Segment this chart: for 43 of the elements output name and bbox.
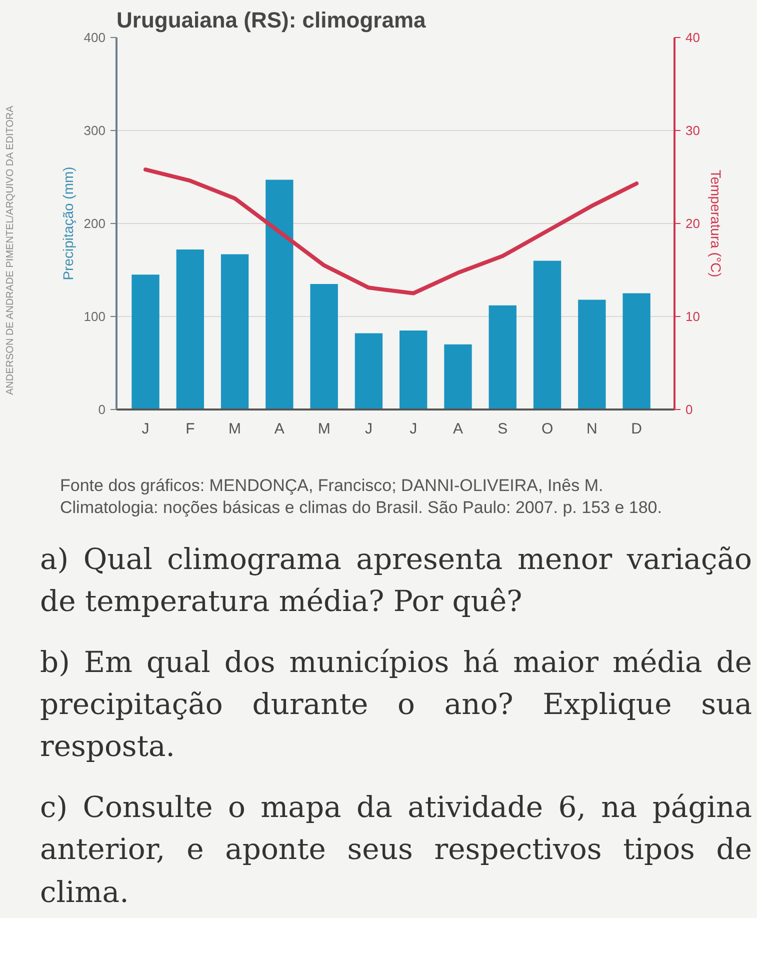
text: c) Consulte o mapa da atividade 6, na página anterior, e aponte seus respectivos tipos de clima. (40, 789, 752, 911)
y-tick-label: 200 (84, 216, 106, 231)
bar (176, 250, 204, 410)
x-tick-label: M (318, 420, 330, 438)
x-tick-label: S (498, 420, 508, 438)
bar (622, 293, 650, 410)
bar (578, 300, 606, 410)
y2-tick-label: 40 (686, 30, 700, 45)
bar (488, 305, 516, 410)
x-tick-label: D (631, 420, 642, 438)
x-tick-label: A (274, 420, 284, 438)
x-tick-label: N (586, 420, 598, 438)
x-tick-label: J (410, 420, 418, 438)
y-axis-title: Precipitação (mm) (60, 166, 76, 280)
y2-tick-label: 0 (686, 402, 693, 417)
x-tick-label: O (541, 420, 554, 438)
bar (533, 260, 562, 410)
bar (444, 344, 472, 410)
chart-title: Uruguaiana (RS): climograma (116, 8, 427, 32)
x-tick-label: M (228, 420, 242, 438)
x-tick-label: A (452, 420, 464, 438)
bar (354, 333, 383, 410)
y-tick-label: 400 (84, 30, 106, 45)
bar (132, 274, 160, 410)
x-tick-label: J (142, 420, 150, 438)
x-tick-label: J (364, 420, 372, 438)
text: a) Qual climograma apresenta menor variação de temperatura média? Por quê? (40, 541, 752, 620)
y2-tick-label: 10 (686, 309, 700, 324)
y-tick-label: 100 (84, 309, 106, 324)
y-tick-label: 300 (84, 123, 106, 138)
line-series (144, 168, 639, 296)
y-tick-label: 0 (98, 402, 106, 417)
source-note: Fonte dos gráficos: MENDONÇA, Francisco; DANNI-OLIVEIRA, Inês M. Climatologia: noções básicas e climas do Brasil. São Paulo: 2007. p. 153 e 180. (60, 475, 663, 520)
bar (310, 284, 338, 410)
text: ANDERSON DE ANDRADE PIMENTEL/ARQUIVO DA EDITORA (5, 105, 16, 395)
bar (400, 330, 428, 410)
bar (220, 254, 249, 410)
x-tick-label: F (186, 420, 195, 438)
y2-axis-title: Temperatura (°C) (708, 170, 724, 278)
y2-tick-label: 30 (686, 123, 700, 138)
text: b) Em qual dos municípios há maior média de precipitação durante o ano? Explique sua resposta. (40, 644, 752, 766)
y2-tick-label: 20 (686, 216, 700, 231)
bar (266, 180, 294, 410)
